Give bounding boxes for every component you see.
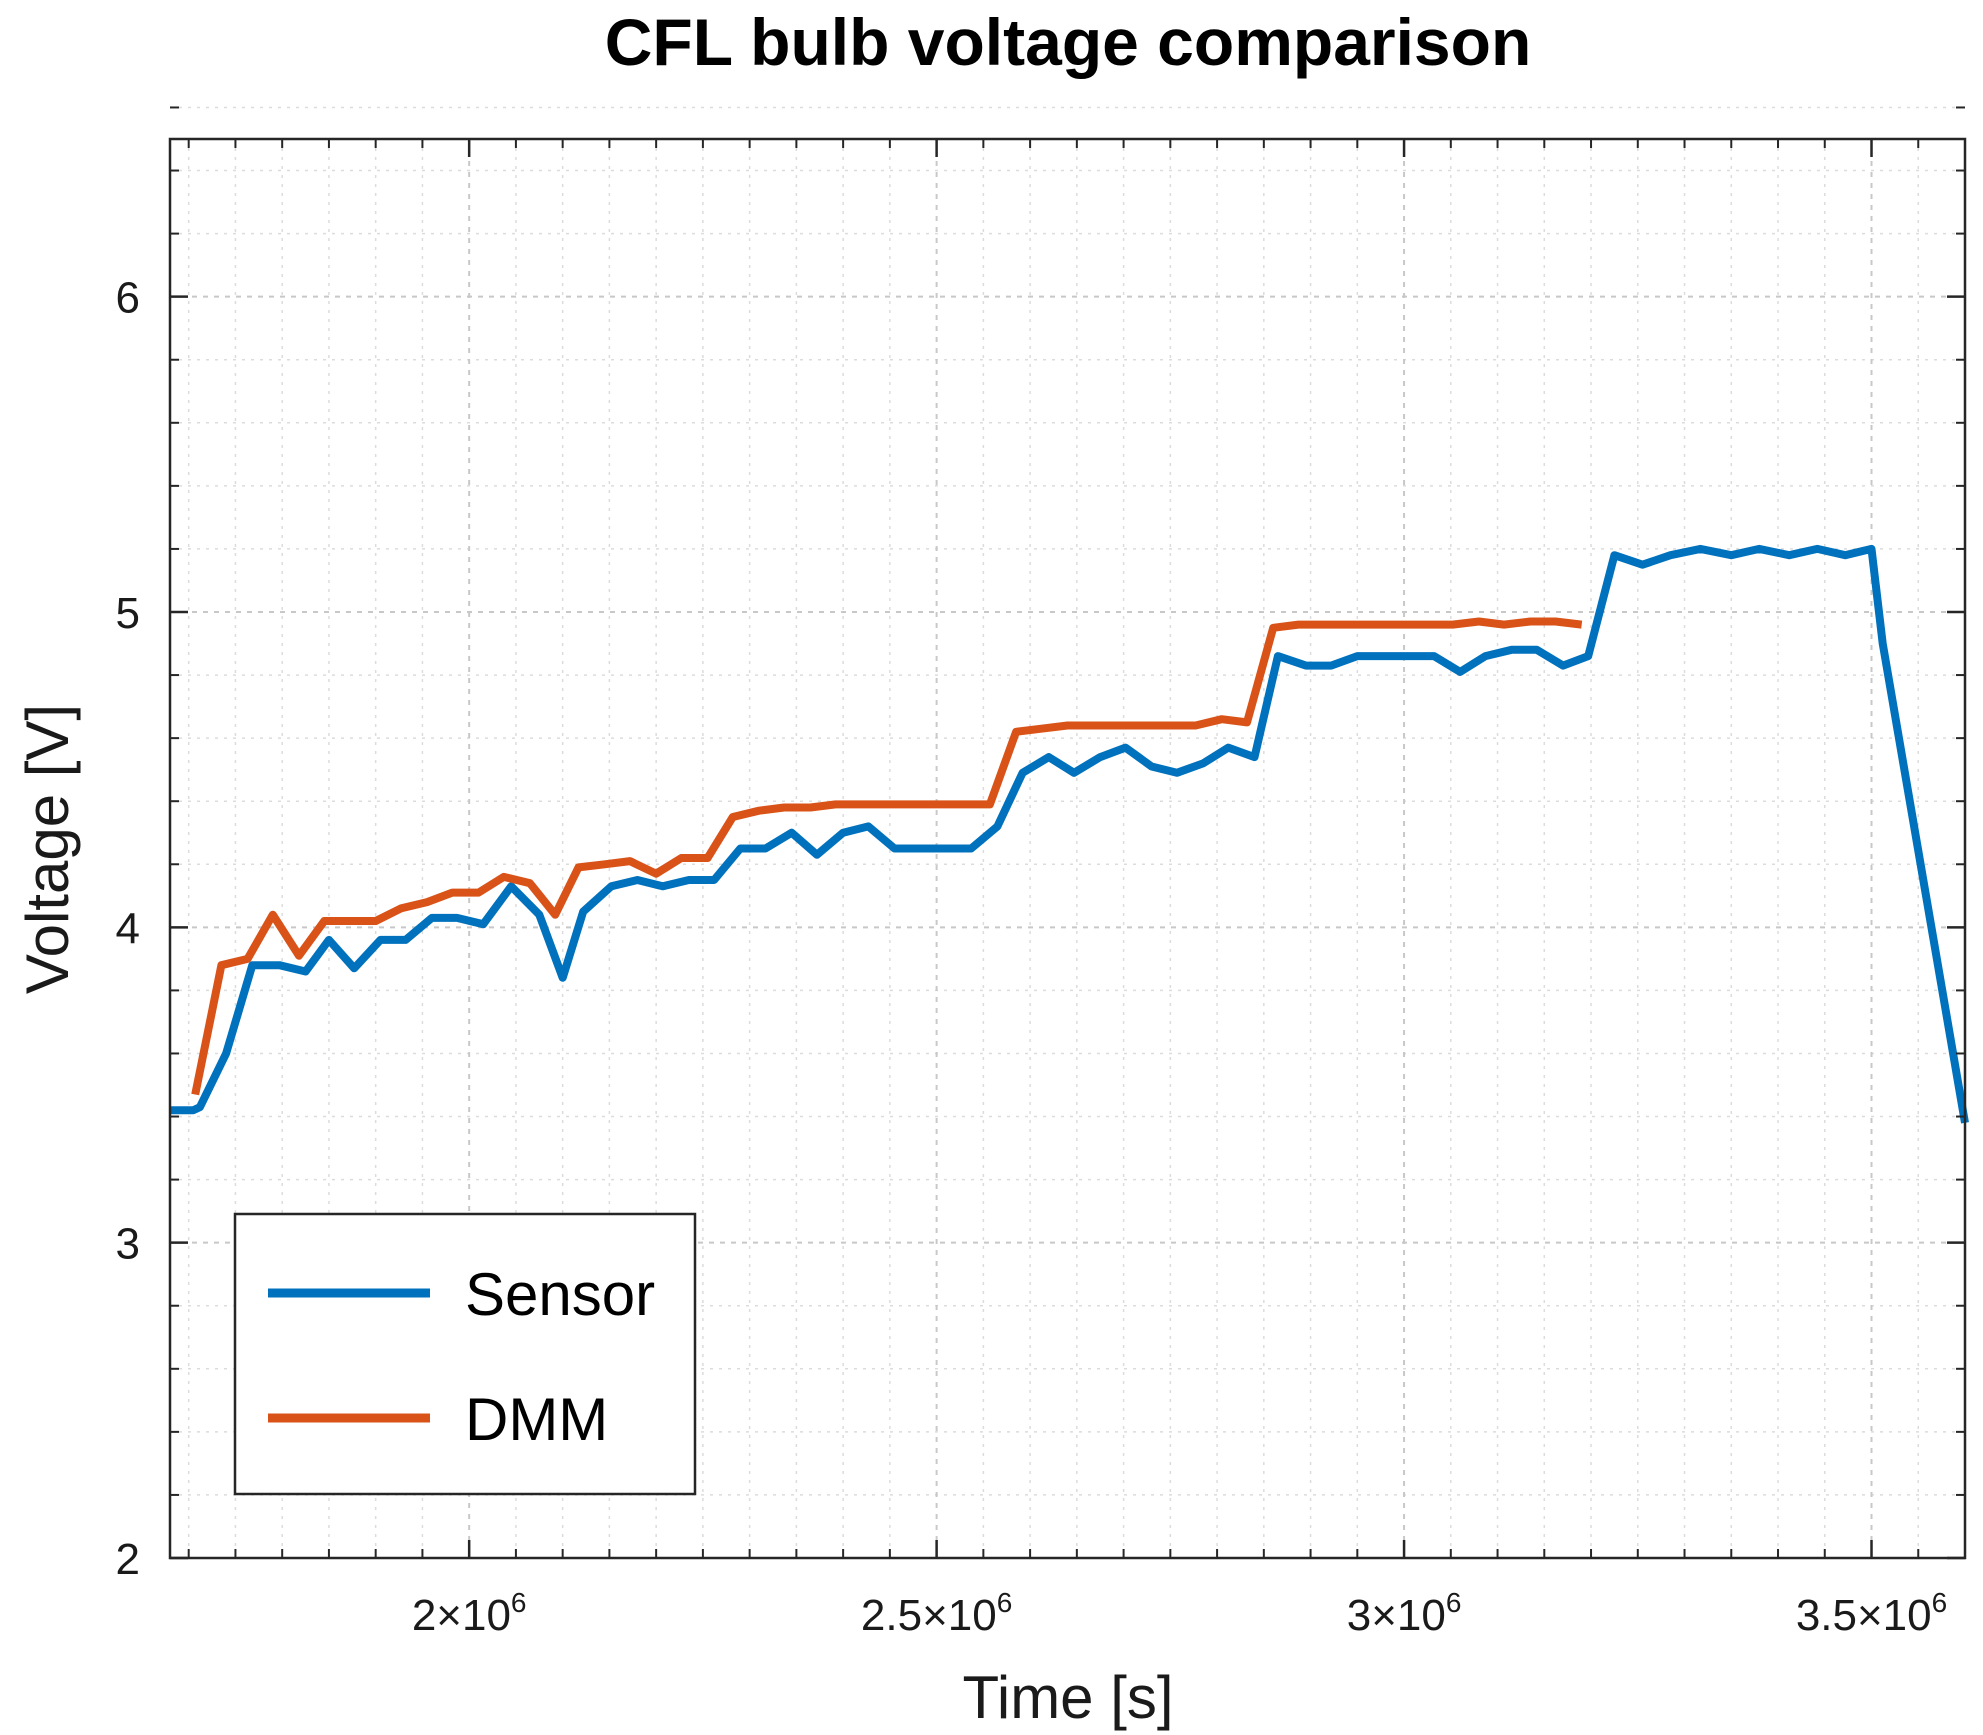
series-line-sensor bbox=[170, 544, 1969, 1124]
series-line-dmm bbox=[191, 617, 1583, 1096]
y-tick-labels: 2 3 4 5 6 bbox=[116, 274, 140, 1584]
series-layer bbox=[170, 544, 1969, 1124]
y-tick-label: 3 bbox=[116, 1220, 140, 1269]
x-tick-labels: 2×106 2.5×106 3×106 3.5×106 bbox=[412, 1587, 1947, 1640]
legend-label-sensor: Sensor bbox=[465, 1261, 655, 1328]
axis-ticks bbox=[170, 106, 1966, 1560]
grid bbox=[170, 106, 1966, 1559]
x-tick-label: 2×106 bbox=[412, 1587, 527, 1640]
legend-box bbox=[233, 1212, 697, 1496]
y-tick-label: 2 bbox=[116, 1535, 140, 1584]
y-tick-label: 5 bbox=[116, 589, 140, 638]
y-tick-label: 6 bbox=[116, 274, 140, 323]
x-axis-label: Time [s] bbox=[962, 1664, 1173, 1731]
x-tick-label: 3×106 bbox=[1347, 1587, 1462, 1640]
chart-title: CFL bulb voltage comparison bbox=[605, 5, 1532, 79]
legend[interactable]: Sensor DMM bbox=[233, 1212, 697, 1496]
x-tick-label: 2.5×106 bbox=[861, 1587, 1012, 1640]
y-tick-label: 4 bbox=[116, 904, 140, 953]
plot-area-frame bbox=[168, 137, 1967, 1560]
legend-label-dmm: DMM bbox=[465, 1386, 608, 1453]
x-tick-label: 3.5×106 bbox=[1796, 1587, 1947, 1640]
y-axis-label: Voltage [V] bbox=[14, 704, 81, 994]
